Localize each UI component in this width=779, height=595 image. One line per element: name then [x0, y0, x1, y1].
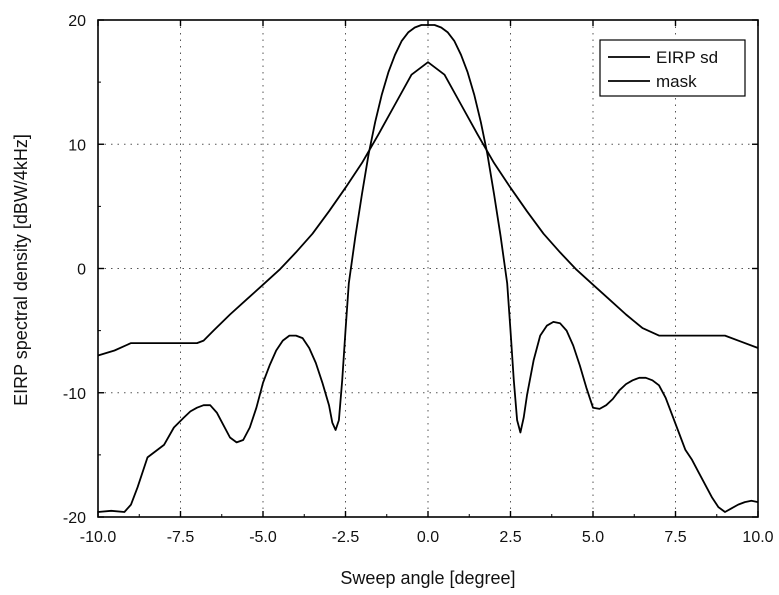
x-tick-label: 10.0	[742, 529, 773, 546]
x-tick-label: -7.5	[167, 529, 195, 546]
grid-layer	[98, 20, 758, 517]
mask-line	[97, 61, 759, 357]
x-tick-label: 7.5	[664, 529, 686, 546]
y-tick-label: 10	[68, 137, 86, 154]
y-axis-title: EIRP spectral density [dBW/4kHz]	[11, 134, 31, 406]
y-tick-label: -20	[63, 510, 86, 527]
y-tick-label: 0	[77, 262, 86, 279]
series-layer	[97, 24, 759, 513]
x-tick-label: -10.0	[80, 529, 117, 546]
y-tick-label: -10	[63, 386, 86, 403]
eirp-sd-line	[97, 24, 759, 513]
x-tick-label: -5.0	[249, 529, 277, 546]
legend-item-eirp-sd-label: EIRP sd	[656, 48, 718, 67]
tick-layer: -10.0 -7.5 -5.0 -2.5 0.0 2.5 5.0 7.5 10.0 -20 -10 0…	[63, 13, 774, 546]
x-axis-title: Sweep angle [degree]	[340, 568, 515, 588]
legend: EIRP sd mask	[599, 39, 746, 97]
legend-item-mask-label: mask	[656, 72, 697, 91]
x-tick-label: 0.0	[417, 529, 439, 546]
y-tick-label: 20	[68, 13, 86, 30]
x-tick-label: -2.5	[332, 529, 360, 546]
legend-box	[599, 39, 746, 97]
x-tick-label: 5.0	[582, 529, 604, 546]
x-tick-label: 2.5	[499, 529, 521, 546]
